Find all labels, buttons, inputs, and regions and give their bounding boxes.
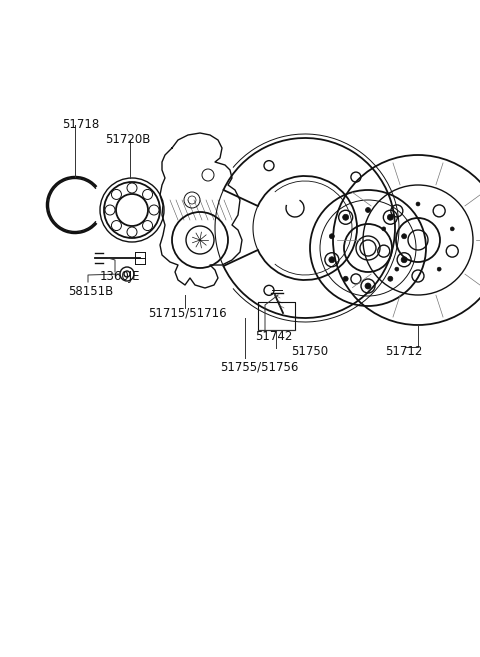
Circle shape	[329, 234, 335, 238]
Circle shape	[365, 208, 371, 212]
Circle shape	[388, 276, 393, 281]
Circle shape	[401, 257, 407, 263]
Text: 58151B: 58151B	[68, 285, 113, 298]
Text: 1360JE: 1360JE	[100, 270, 141, 283]
Text: 51712: 51712	[385, 345, 422, 358]
Text: 51720B: 51720B	[105, 133, 150, 146]
Circle shape	[402, 234, 407, 238]
Circle shape	[382, 227, 386, 231]
Circle shape	[343, 276, 348, 281]
Circle shape	[387, 214, 393, 220]
Text: 51750: 51750	[291, 345, 328, 358]
Text: 51715/51716: 51715/51716	[148, 307, 227, 320]
Circle shape	[343, 214, 348, 220]
Text: 51718: 51718	[62, 118, 99, 131]
Circle shape	[437, 267, 441, 271]
Circle shape	[416, 202, 420, 206]
Text: 51742: 51742	[255, 330, 292, 343]
Text: 51755/51756: 51755/51756	[220, 360, 299, 373]
Circle shape	[329, 257, 335, 263]
Circle shape	[365, 283, 371, 289]
Circle shape	[450, 227, 454, 231]
Circle shape	[395, 267, 399, 271]
